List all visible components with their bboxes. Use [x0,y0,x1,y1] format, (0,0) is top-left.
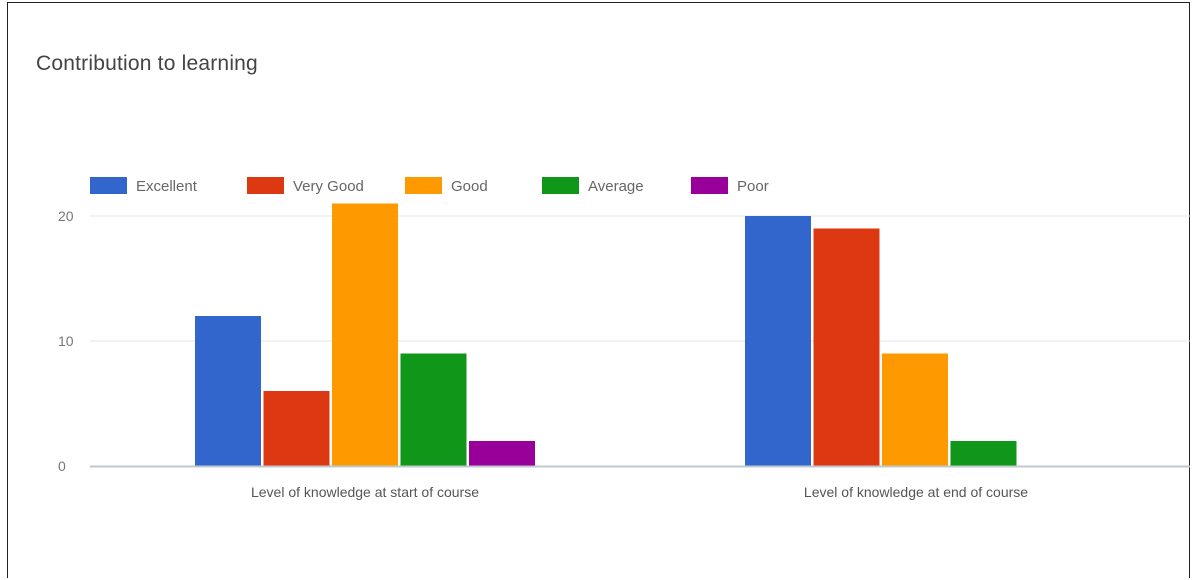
bar-good-1 [332,203,398,466]
chart-frame [7,2,1190,578]
bar-average-1 [400,353,467,466]
bar-average-2 [950,441,1017,466]
bar-good-2 [882,353,948,466]
legend-label: Poor [737,178,769,195]
x-category-label: Level of knowledge at end of course [804,484,1028,500]
legend-swatch [691,177,728,194]
bar-very-good-2 [813,228,880,466]
y-tick-label: 20 [58,208,74,224]
y-tick-label: 0 [58,458,66,474]
x-category-label: Level of knowledge at start of course [251,484,479,500]
legend-swatch [90,177,127,194]
bar-very-good-1 [263,391,330,466]
legend-swatch [405,177,442,194]
legend-label: Average [588,178,644,195]
legend-label: Excellent [136,178,198,195]
legend-swatch [247,177,284,194]
legend-label: Very Good [293,178,364,195]
chart-title: Contribution to learning [36,52,258,75]
bar-poor-1 [469,441,535,466]
y-tick-label: 10 [58,333,74,349]
bar-excellent-2 [745,216,811,466]
legend-swatch [542,177,579,194]
legend-label: Good [451,178,488,195]
bar-excellent-1 [195,316,261,466]
